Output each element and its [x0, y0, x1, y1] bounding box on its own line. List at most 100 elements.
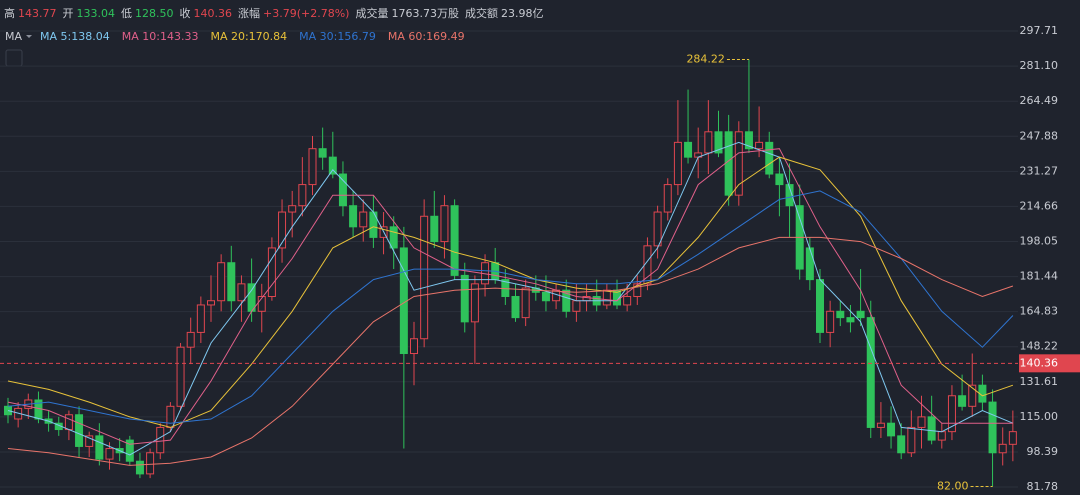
candle-body	[298, 184, 307, 207]
quote-label: 收	[180, 6, 191, 20]
legend-entry: MA 60:169.49	[388, 30, 465, 43]
ma-line	[7, 148, 1013, 445]
quote-value: 1763.73万股	[391, 7, 459, 20]
quote-label: 涨幅	[238, 7, 260, 20]
legend: MA MA 5:138.04 MA 10:143.33 MA 20:170.84 MA …	[5, 30, 465, 43]
legend-entry: MA 20:170.84	[210, 30, 287, 43]
candle-body	[227, 262, 236, 302]
candle-body	[633, 283, 642, 298]
dropdown-arrow	[26, 35, 33, 38]
candle-body	[460, 274, 469, 323]
candle-body	[734, 131, 743, 196]
candle-body	[816, 279, 824, 333]
candle-body	[958, 395, 967, 407]
candle-body	[653, 211, 662, 247]
candle-body	[318, 148, 327, 158]
indicator-name[interactable]: MA	[5, 30, 22, 43]
quote-value: +3.79(+2.78%)	[263, 7, 349, 20]
y-tick-label: 297.71	[1020, 24, 1059, 37]
candle-body	[866, 317, 875, 428]
candle-body	[105, 448, 114, 460]
y-tick-label: 148.22	[1020, 340, 1059, 353]
quote-value: 23.98亿	[501, 7, 544, 20]
y-tick-label: 81.78	[1027, 480, 1059, 493]
candle-body	[470, 283, 479, 323]
candle-body	[1008, 431, 1017, 445]
candle-body	[125, 439, 134, 462]
candle-body	[166, 405, 175, 428]
candle-body	[135, 460, 144, 475]
candle-body	[389, 226, 398, 249]
y-tick-label: 198.05	[1020, 235, 1059, 248]
candle-body	[988, 401, 997, 454]
candle-body	[714, 131, 723, 154]
candle-body	[998, 443, 1007, 454]
quote-value: 133.04	[77, 7, 116, 20]
annotation-label: 284.22	[686, 53, 725, 66]
candle-body	[755, 141, 764, 150]
y-tick-label: 264.49	[1020, 94, 1059, 107]
candle-body	[186, 331, 195, 348]
candle-body	[937, 431, 946, 441]
ma-line	[7, 236, 1014, 466]
quote-label: 低	[121, 7, 132, 20]
candle-body	[826, 310, 835, 333]
quote-label: 成交量	[355, 6, 388, 20]
candle-body	[267, 247, 276, 298]
candle-body	[765, 141, 774, 175]
last-price-label: 140.36	[1020, 356, 1059, 369]
candle-body	[85, 435, 94, 447]
candle-body	[450, 205, 459, 276]
y-tick-label: 115.00	[1020, 410, 1059, 423]
candle-body	[359, 211, 368, 228]
candle-body	[744, 131, 753, 150]
y-tick-label: 164.83	[1020, 305, 1059, 318]
candle-body	[887, 422, 896, 437]
candle-body	[775, 173, 784, 186]
candle-body	[907, 426, 916, 454]
candle-body	[349, 205, 358, 228]
candle-body	[156, 426, 165, 454]
candle-body	[196, 304, 205, 333]
quote-bar: 高 143.77 开 133.04 低 128.50 收 140.36 涨幅 +3.79(+2.7…	[4, 6, 543, 20]
candle-body	[846, 317, 855, 323]
candle-body	[511, 296, 520, 319]
candle-body	[562, 289, 571, 312]
y-tick-label: 214.66	[1020, 199, 1059, 212]
candle-body	[836, 310, 845, 319]
candle-body	[328, 156, 337, 175]
candle-body	[176, 346, 185, 407]
y-tick-label: 281.10	[1020, 59, 1059, 72]
candle-body	[673, 141, 682, 186]
candle-body	[572, 300, 581, 312]
quote-label: 开	[63, 7, 74, 20]
quote-value: 140.36	[194, 7, 233, 20]
candle-body	[785, 184, 794, 207]
y-tick-label: 181.44	[1020, 270, 1059, 283]
annotation-label: 82.00	[937, 480, 969, 493]
candle-body	[278, 211, 287, 249]
candle-body	[724, 131, 733, 196]
y-tick-label: 131.61	[1020, 375, 1059, 388]
candle-body	[856, 310, 865, 319]
y-tick-label: 231.27	[1020, 164, 1059, 177]
candle-body	[602, 289, 611, 306]
ma-line	[7, 190, 1014, 424]
candle-body	[64, 414, 73, 431]
candle-body	[430, 215, 439, 243]
candle-body	[288, 205, 297, 213]
candle-body	[684, 141, 693, 158]
candle-body	[257, 296, 266, 312]
ma-line	[7, 141, 1014, 456]
candle-body	[237, 283, 246, 302]
candle-body	[95, 435, 104, 460]
y-tick-label: 98.39	[1027, 445, 1059, 458]
candle-body	[521, 287, 530, 319]
last-price-box	[1019, 354, 1080, 373]
candle-body	[308, 148, 317, 186]
candle-body	[917, 416, 926, 428]
legend-entry: MA 30:156.79	[299, 30, 376, 43]
quote-label: 高	[4, 6, 15, 20]
candle-body	[75, 414, 84, 447]
